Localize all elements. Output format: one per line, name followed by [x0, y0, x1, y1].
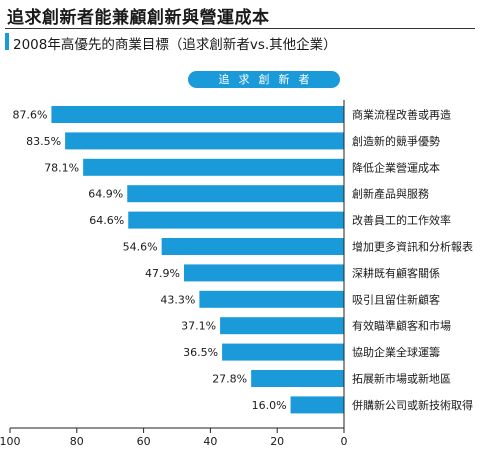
x-tick-label: 20 — [270, 435, 284, 448]
bar-value-label: 27.8% — [212, 373, 247, 386]
x-tick-label: 100 — [0, 435, 21, 448]
bar-value-label: 37.1% — [181, 320, 216, 333]
bar — [184, 264, 344, 282]
category-label: 商業流程改善或再造 — [352, 108, 451, 122]
bar-value-label: 78.1% — [44, 161, 79, 174]
category-label: 改善員工的工作效率 — [352, 213, 451, 227]
category-label: 吸引且留住新顧客 — [352, 292, 440, 306]
bar-value-label: 54.6% — [123, 241, 158, 254]
chart-title: 追求創新者能兼顧創新與營運成本 — [7, 8, 270, 28]
category-label: 增加更多資訊和分析報表 — [352, 240, 473, 254]
category-label: 有效瞄準顧客和市場 — [352, 319, 451, 333]
bar — [128, 211, 344, 229]
x-tick-label: 80 — [70, 435, 84, 448]
bar-value-label: 47.9% — [145, 267, 180, 280]
subtitle-marker — [5, 33, 9, 50]
category-label: 創新產品與服務 — [352, 187, 429, 201]
bar — [51, 106, 344, 123]
x-tick-label: 0 — [341, 435, 348, 448]
bar-value-label: 83.5% — [26, 135, 61, 148]
category-label: 降低企業營運成本 — [352, 160, 440, 174]
bar-value-label: 16.0% — [252, 399, 287, 412]
bar-value-label: 87.6% — [12, 109, 47, 122]
category-label: 創造新的競爭優勢 — [352, 134, 440, 148]
bar-value-label: 43.3% — [160, 293, 195, 306]
bar — [83, 158, 345, 176]
bar — [161, 238, 344, 255]
bar-value-label: 64.9% — [88, 188, 123, 201]
category-label: 深耕既有顧客關係 — [352, 266, 440, 280]
bar-value-label: 36.5% — [183, 346, 218, 359]
category-label: 併購新公司或新技術取得 — [352, 398, 473, 412]
x-tick-label: 60 — [137, 435, 151, 448]
bar — [222, 343, 344, 361]
legend-pill: 追求創新者 — [188, 71, 340, 88]
bar — [251, 370, 344, 387]
category-label: 拓展新市場或新地區 — [352, 372, 451, 386]
bar — [220, 317, 344, 335]
bar — [199, 290, 344, 308]
category-label: 協助企業全球運籌 — [352, 345, 440, 359]
bar — [65, 132, 345, 150]
title-divider — [5, 28, 475, 29]
chart-subtitle: 2008年高優先的商業目標（追求創新者vs.其他企業） — [13, 37, 337, 53]
bar — [127, 185, 344, 203]
bar-value-label: 64.6% — [89, 214, 124, 227]
bar — [290, 396, 344, 414]
x-tick-label: 40 — [203, 435, 217, 448]
